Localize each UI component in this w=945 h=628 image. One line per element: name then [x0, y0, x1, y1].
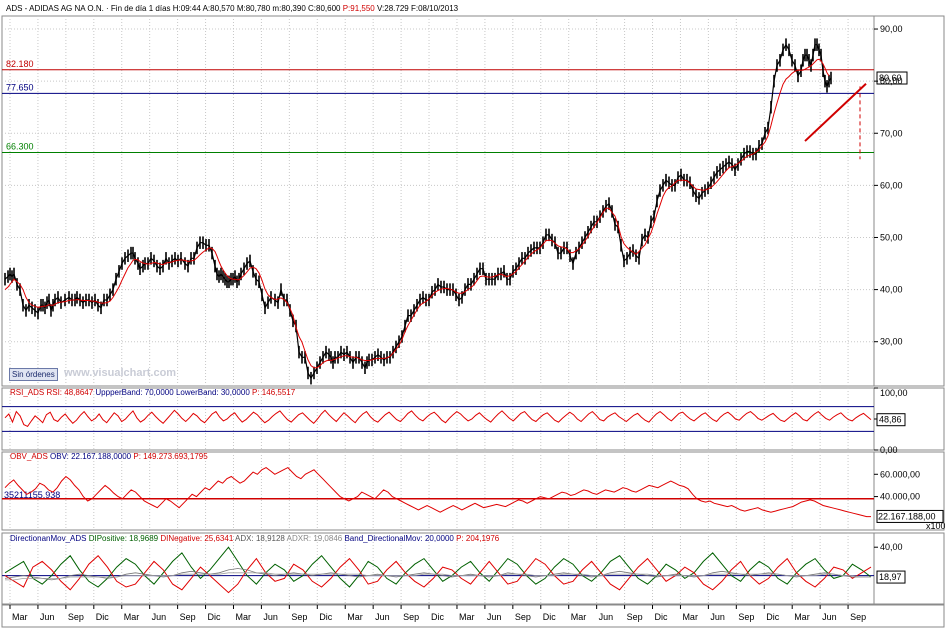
adxr-line	[5, 572, 871, 581]
x-tick-label: Jun	[822, 612, 837, 622]
x-tick-label: Mar	[124, 612, 140, 622]
obv-tick-label: 40.000,00	[880, 492, 920, 502]
adx-line	[4, 568, 871, 581]
price-levels: 82.180 77.650 66.300	[2, 59, 874, 154]
dmi-series: 40,00 18,97	[2, 542, 906, 594]
din-line	[4, 554, 872, 594]
trend-line: 80,60	[804, 71, 908, 160]
price-tick-label: 60,00	[880, 180, 903, 190]
x-tick-label: Mar	[12, 612, 28, 622]
trend-line-segment	[804, 83, 867, 142]
rsi-legend: RSI_ADS RSI: 48,8647 UppperBand: 70,0000…	[10, 388, 296, 397]
dmi-last-label: 18,97	[879, 572, 902, 582]
x-tick-label: Sep	[850, 612, 866, 622]
obv-level-label: 35211155.938	[4, 490, 60, 500]
x-tick-label: Sep	[515, 612, 531, 622]
price-axis-ticks: 90,00 80,00 70,00 60,00 50,00 40,00 30,00	[874, 24, 903, 347]
x-tick-label: Sep	[738, 612, 754, 622]
x-tick-label: Dic	[543, 612, 556, 622]
header-info: ADS - ADIDAS AG NA O.N. · Fin de día 1 d…	[6, 4, 459, 13]
x-tick-label: Jun	[710, 612, 725, 622]
header-volume: 28.729	[384, 4, 409, 13]
rsi-tick-label: 0,00	[880, 445, 898, 455]
obv-legend: OBV_ADS OBV: 22.167.188,0000 P: 149.273.…	[10, 452, 208, 461]
x-tick-label: Sep	[403, 612, 419, 622]
x-tick-label: Mar	[347, 612, 363, 622]
x-tick-label: Jun	[375, 612, 390, 622]
dmi-last-tag	[876, 570, 906, 584]
x-tick-label: Jun	[40, 612, 55, 622]
header-timeframe: Fin de día 1 días	[111, 4, 171, 13]
moving-average-series	[4, 58, 830, 369]
x-tick-label: Dic	[208, 612, 221, 622]
x-tick-label: Jun	[599, 612, 614, 622]
x-tick-label: Mar	[794, 612, 810, 622]
price-tick-label: 50,00	[880, 232, 903, 242]
x-tick-label: Sep	[68, 612, 84, 622]
sin-ordenes-button[interactable]: Sin órdenes	[9, 368, 58, 381]
obv-last-label: 22.167.188,00	[878, 511, 936, 521]
x-tick-label: Jun	[152, 612, 167, 622]
x-tick-label: Mar	[682, 612, 698, 622]
price-tick-label: 30,00	[880, 337, 903, 347]
rsi-tick-label: 100,00	[880, 388, 908, 398]
obv-series: 60.000,00 40.000,00 35211155.938 22.167.188…	[2, 466, 945, 531]
last-price-label: 80,60	[879, 73, 902, 83]
rsi-last-label: 48,86	[879, 415, 902, 425]
obv-line	[4, 466, 871, 518]
x-tick-label: Dic	[96, 612, 109, 622]
moving-average-line	[4, 58, 830, 369]
header-open: 80,570	[210, 4, 235, 13]
x-tick-label: Jun	[487, 612, 502, 622]
header-time: 09:44	[181, 4, 202, 13]
last-price-tag	[876, 71, 908, 85]
x-tick-label: Sep	[291, 612, 307, 622]
price-tick-label: 40,00	[880, 285, 903, 295]
dip-line	[4, 546, 872, 588]
price-series	[4, 38, 832, 385]
time-axis: Mar Jun Sep Dic Mar Jun Sep Dic Mar Jun Sep Dic Mar J…	[9, 605, 866, 622]
watermark: www.visualchart.com	[64, 367, 177, 379]
obv-tick-label: 60.000,00	[880, 469, 920, 479]
header-close: 80,600	[316, 4, 341, 13]
dmi-legend: DirectionanMov_ADS DIPositive: 18,9689 D…	[10, 534, 500, 543]
price-line	[4, 43, 832, 380]
x-tick-label: Sep	[627, 612, 643, 622]
price-tick-label: 80,00	[880, 76, 903, 86]
obv-unit-label: x1000	[926, 521, 945, 531]
level-label: 77.650	[6, 82, 34, 92]
header-symbol: ADS	[6, 4, 22, 13]
rsi-line	[4, 409, 872, 428]
dmi-tick-label: 40,00	[880, 542, 903, 552]
x-tick-label: Mar	[459, 612, 475, 622]
header-low: 80,390	[281, 4, 306, 13]
price-tick-label: 90,00	[880, 24, 903, 34]
x-tick-label: Dic	[431, 612, 444, 622]
x-tick-label: Jun	[263, 612, 278, 622]
x-tick-label: Dic	[319, 612, 332, 622]
x-tick-label: Dic	[655, 612, 668, 622]
rsi-last-tag	[876, 413, 906, 427]
header-date: 08/10/2013	[418, 4, 459, 13]
x-tick-label: Mar	[571, 612, 587, 622]
header-name: ADIDAS AG NA O.N.	[29, 4, 104, 13]
x-tick-label: Dic	[766, 612, 779, 622]
x-tick-label: Mar	[235, 612, 251, 622]
price-tick-label: 70,00	[880, 128, 903, 138]
header-p: 91,550	[350, 4, 375, 13]
header-high: 80,780	[246, 4, 271, 13]
obv-last-tag	[876, 509, 944, 523]
x-tick-label: Sep	[180, 612, 196, 622]
level-label: 66.300	[6, 142, 34, 152]
level-label: 82.180	[6, 59, 34, 69]
